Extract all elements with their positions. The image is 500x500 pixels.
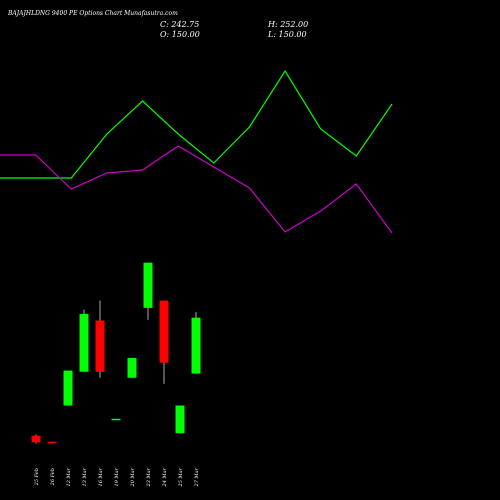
summary-high: H: 252.00 bbox=[267, 20, 308, 29]
x-tick-label: 26 Feb bbox=[50, 468, 56, 486]
candle-body bbox=[95, 320, 105, 372]
summary-low: L: 150.00 bbox=[267, 30, 307, 39]
x-tick-label: 24 Mar bbox=[162, 467, 168, 487]
candle-body bbox=[79, 313, 89, 372]
candle-body bbox=[191, 317, 201, 374]
x-tick-label: 25 Mar bbox=[178, 467, 184, 487]
candle-body bbox=[143, 262, 153, 308]
candle-body bbox=[47, 441, 57, 444]
candle-body bbox=[111, 418, 121, 421]
x-tick-label: 27 Mar bbox=[194, 467, 200, 487]
candle-body bbox=[175, 405, 185, 434]
x-tick-label: 12 Mar bbox=[66, 467, 72, 486]
summary-open: O: 150.00 bbox=[160, 30, 200, 39]
summary-close: C: 242.75 bbox=[160, 20, 199, 29]
candle-body bbox=[31, 435, 41, 443]
candle-body bbox=[159, 300, 169, 363]
chart-title: BAJAJHLDNG 9400 PE Options Chart Munafas… bbox=[7, 10, 178, 17]
candle-body bbox=[127, 357, 137, 378]
x-tick-label: 19 Mar bbox=[114, 467, 120, 486]
x-tick-label: 16 Mar bbox=[98, 467, 104, 486]
x-tick-label: 23 Mar bbox=[146, 467, 152, 487]
x-tick-label: 13 Mar bbox=[82, 467, 88, 486]
x-tick-label: 20 Mar bbox=[130, 467, 136, 487]
x-tick-label: 25 Feb bbox=[34, 468, 40, 486]
line-series bbox=[0, 69, 393, 179]
candle-body bbox=[63, 370, 73, 406]
line-series bbox=[0, 145, 393, 234]
